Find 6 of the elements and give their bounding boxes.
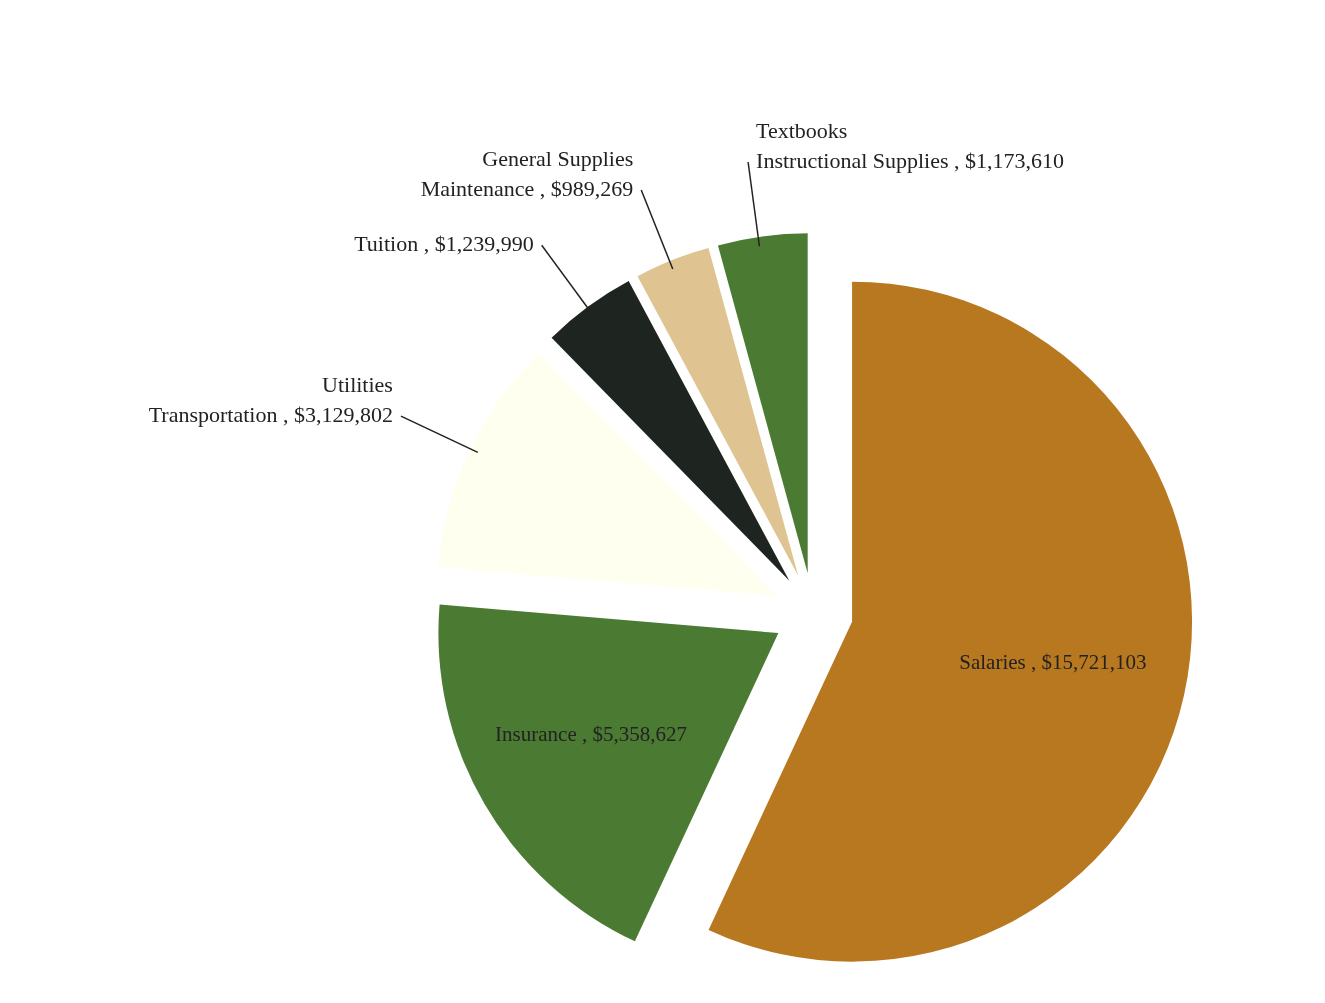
slice-label: General Supplies Maintenance , $989,269 bbox=[420, 146, 634, 202]
slice-label: Textbooks Instructional Supplies , $1,173,610 bbox=[756, 118, 1065, 174]
slice-label: Salaries , $15,721,103 bbox=[959, 650, 1147, 675]
slice-label: Insurance , $5,358,627 bbox=[495, 721, 687, 746]
slice-label: Tuition , $1,239,990 bbox=[354, 231, 534, 257]
slice-label: Utilities Transportation , $3,129,802 bbox=[148, 372, 393, 428]
